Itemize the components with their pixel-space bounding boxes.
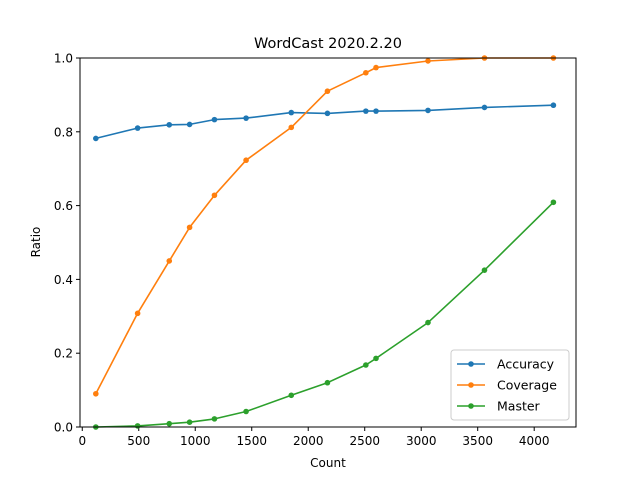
coverage-point (425, 58, 431, 64)
master-point (550, 199, 557, 206)
master-point (288, 392, 295, 399)
legend-item-accuracy: Accuracy (457, 357, 555, 372)
legend-item-master: Master (457, 399, 541, 414)
x-tick-label: 2000 (293, 434, 324, 448)
coverage-point (166, 258, 173, 264)
y-tick-label: 0.4 (54, 273, 73, 287)
series-master (93, 199, 557, 430)
accuracy-point (550, 102, 557, 109)
y-tick-label: 1.0 (54, 52, 73, 66)
x-tick-label: 3500 (462, 434, 493, 448)
x-tick-label: 1000 (180, 434, 211, 448)
series-accuracy (93, 102, 557, 142)
coverage-point (324, 88, 331, 95)
legend-label: Accuracy (497, 357, 555, 372)
accuracy-point (134, 125, 141, 131)
coverage-point (288, 124, 295, 131)
x-tick-label: 1500 (236, 434, 267, 448)
x-tick-label: 0 (78, 434, 86, 448)
y-tick-label: 0.6 (54, 199, 73, 213)
legend-label: Master (497, 399, 541, 414)
master-point (425, 319, 431, 326)
legend-swatch-marker (468, 361, 474, 367)
coverage-point (363, 69, 369, 76)
master-point (134, 423, 141, 429)
accuracy-point (243, 115, 249, 121)
legend-item-coverage: Coverage (457, 378, 557, 393)
accuracy-point (481, 104, 488, 111)
x-tick-label: 3000 (406, 434, 437, 448)
accuracy-point (186, 121, 193, 128)
accuracy-point (211, 116, 218, 123)
coverage-point (186, 224, 193, 231)
coverage-point (134, 310, 141, 317)
x-axis-ticks: 0 500 1000 1500 2000 2500 3000 3500 4000 (78, 427, 549, 448)
master-point (373, 355, 379, 362)
coverage-point (373, 64, 379, 71)
accuracy-point (373, 108, 379, 114)
accuracy-point (93, 135, 99, 142)
master-point (186, 419, 193, 426)
legend-box (450, 349, 570, 421)
y-axis-ticks: 0.0 0.2 0.4 0.6 0.8 1.0 (54, 52, 80, 435)
y-axis-label: Ratio (29, 227, 43, 258)
x-axis-label: Count (310, 456, 346, 470)
coverage-point (211, 192, 218, 199)
y-tick-label: 0.8 (54, 125, 73, 139)
master-point (363, 362, 369, 368)
master-point (243, 408, 249, 415)
plot-frame (79, 57, 577, 428)
series-layer (93, 55, 557, 430)
y-tick-label: 0.2 (54, 347, 73, 361)
accuracy-point (425, 107, 431, 114)
accuracy-point (166, 121, 173, 128)
chart-title: WordCast 2020.2.20 (254, 36, 402, 52)
x-tick-label: 500 (127, 434, 150, 448)
x-tick-label: 2500 (349, 434, 380, 448)
coverage-point (93, 390, 99, 397)
legend-swatch-marker (468, 403, 474, 409)
x-tick-label: 4000 (519, 434, 550, 448)
master-point (166, 420, 173, 427)
legend-swatch-marker (468, 382, 474, 388)
legend: Accuracy Coverage Master (450, 349, 570, 421)
series-coverage (93, 55, 557, 397)
master-point (211, 416, 218, 422)
legend-label: Coverage (497, 378, 557, 393)
accuracy-point (363, 108, 369, 114)
y-tick-label: 0.0 (54, 421, 73, 435)
accuracy-point (288, 109, 295, 116)
accuracy-point (324, 110, 331, 117)
master-point (324, 379, 331, 386)
master-point (481, 267, 488, 273)
coverage-point (243, 157, 249, 164)
